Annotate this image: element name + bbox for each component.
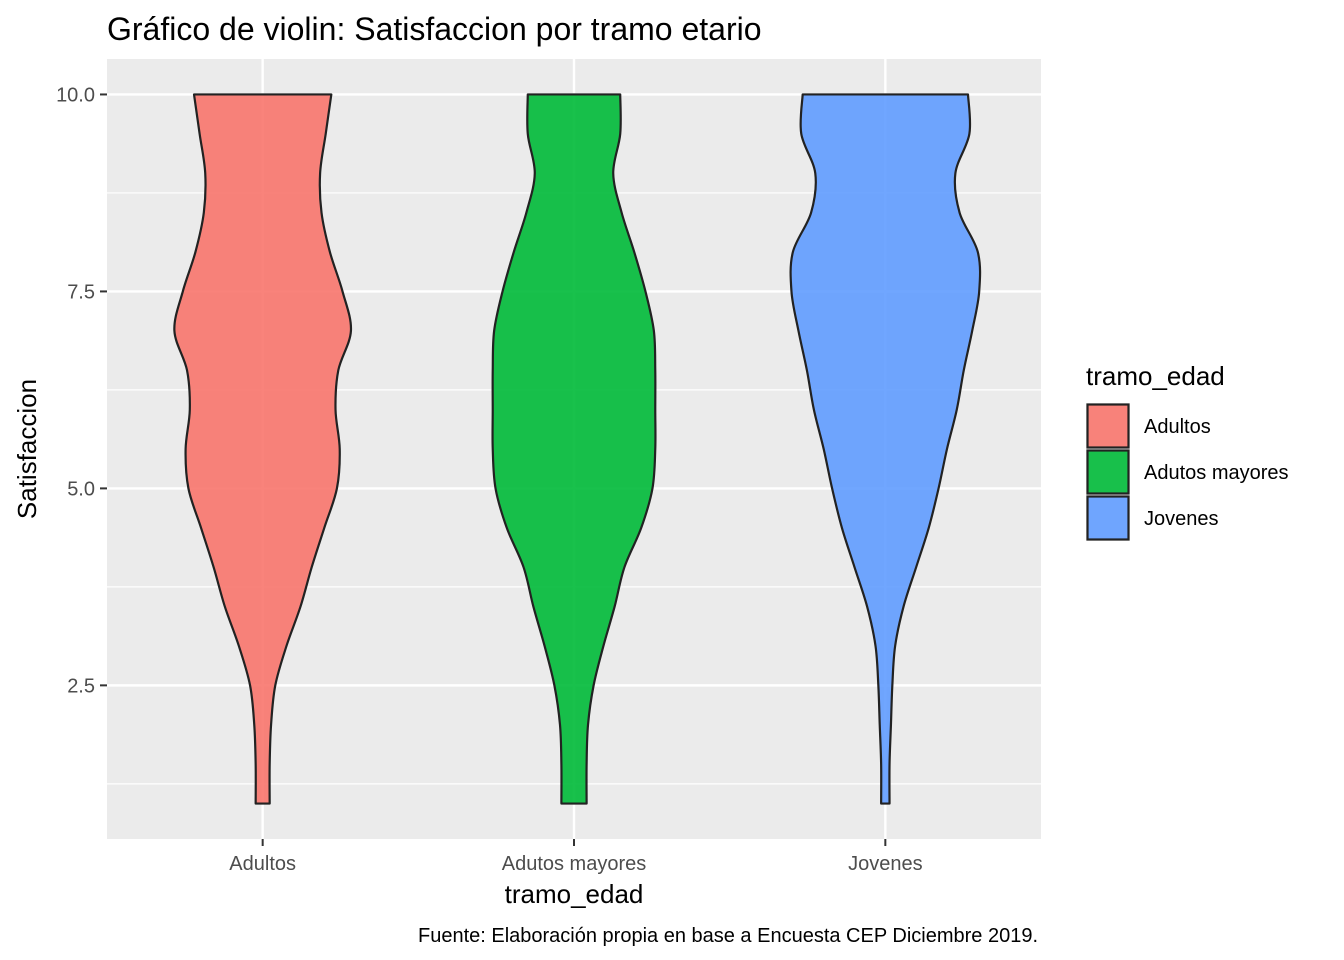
x-axis: Adultos Adutos mayores Jovenes [229, 839, 923, 875]
y-axis: 2.5 5.0 7.5 10.0 [56, 84, 107, 697]
legend-label: Adultos [1144, 416, 1211, 438]
y-tick-label: 10.0 [56, 84, 95, 106]
legend-title: tramo_edad [1086, 361, 1225, 391]
violin-adultos [173, 93, 353, 805]
violin-jovenes [789, 93, 982, 805]
legend-label: Jovenes [1144, 508, 1219, 530]
chart-caption: Fuente: Elaboración propia en base a Enc… [418, 925, 1038, 947]
x-axis-title: tramo_edad [505, 879, 644, 909]
x-tick-label: Jovenes [848, 853, 923, 875]
y-tick-label: 5.0 [67, 478, 95, 500]
legend-swatch [1086, 449, 1130, 495]
legend: tramo_edad Adultos Adutos mayores Jovenes [1086, 361, 1289, 541]
y-axis-title: Satisfaccion [12, 379, 42, 519]
violins [173, 93, 982, 805]
legend-label: Adutos mayores [1144, 462, 1289, 484]
x-tick-label: Adultos [229, 853, 296, 875]
legend-swatch [1086, 495, 1130, 541]
y-tick-label: 7.5 [67, 281, 95, 303]
chart-title: Gráfico de violin: Satisfaccion por tram… [107, 11, 762, 47]
legend-swatch [1086, 403, 1130, 449]
y-tick-label: 2.5 [67, 675, 95, 697]
x-tick-label: Adutos mayores [502, 853, 647, 875]
violin-adutos-mayores [491, 93, 657, 805]
